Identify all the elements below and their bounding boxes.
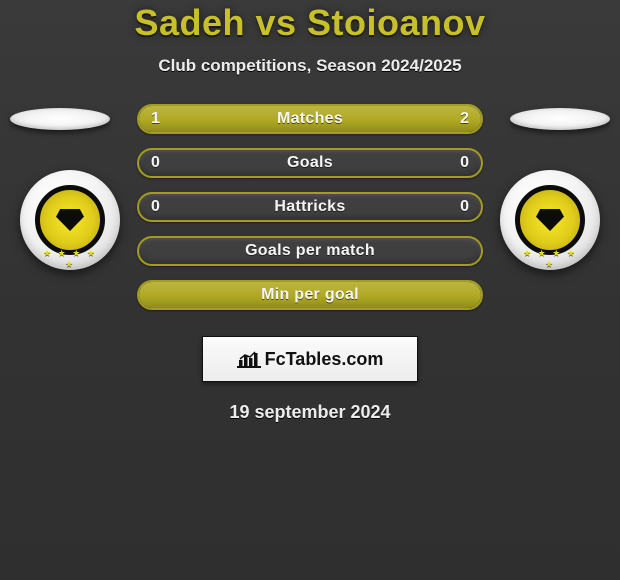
stat-bar: Min per goal xyxy=(137,280,483,310)
stat-value-left: 0 xyxy=(151,198,160,216)
stat-value-left: 1 xyxy=(151,110,160,128)
stat-row: 1 2 Matches xyxy=(0,104,620,134)
diamond-icon xyxy=(56,209,84,231)
widget-root: Sadeh vs Stoioanov Club competitions, Se… xyxy=(0,0,620,580)
player-avatar-right xyxy=(510,108,610,130)
stat-bar: 0 0 Hattricks xyxy=(137,192,483,222)
stat-value-left: 0 xyxy=(151,154,160,172)
club-emblem-right: ★ ★ ★ ★ ★ xyxy=(515,185,585,255)
stat-bar: 1 2 Matches xyxy=(137,104,483,134)
bar-chart-icon xyxy=(237,350,259,368)
stat-value-right: 0 xyxy=(460,198,469,216)
stat-row: 0 0 Goals xyxy=(0,148,620,178)
stat-value-right: 0 xyxy=(460,154,469,172)
stat-bar: 0 0 Goals xyxy=(137,148,483,178)
page-title: Sadeh vs Stoioanov xyxy=(134,2,485,44)
stat-label: Min per goal xyxy=(261,286,359,304)
stat-bar: Goals per match xyxy=(137,236,483,266)
club-emblem-left: ★ ★ ★ ★ ★ xyxy=(35,185,105,255)
stat-row: Min per goal xyxy=(0,280,620,310)
stat-label: Goals per match xyxy=(245,242,375,260)
date-line: 19 september 2024 xyxy=(229,402,390,423)
club-badge-left[interactable]: ★ ★ ★ ★ ★ xyxy=(20,170,120,270)
stat-label: Goals xyxy=(287,154,333,172)
club-stars-left: ★ ★ ★ ★ ★ xyxy=(40,248,100,270)
club-stars-right: ★ ★ ★ ★ ★ xyxy=(520,248,580,270)
page-subtitle: Club competitions, Season 2024/2025 xyxy=(158,56,461,76)
stat-label: Hattricks xyxy=(274,198,345,216)
stat-value-right: 2 xyxy=(460,110,469,128)
stat-label: Matches xyxy=(277,110,343,128)
player-avatar-left xyxy=(10,108,110,130)
diamond-icon xyxy=(536,209,564,231)
brand-box[interactable]: FcTables.com xyxy=(202,336,418,382)
brand-text: FcTables.com xyxy=(265,349,384,370)
club-badge-right[interactable]: ★ ★ ★ ★ ★ xyxy=(500,170,600,270)
